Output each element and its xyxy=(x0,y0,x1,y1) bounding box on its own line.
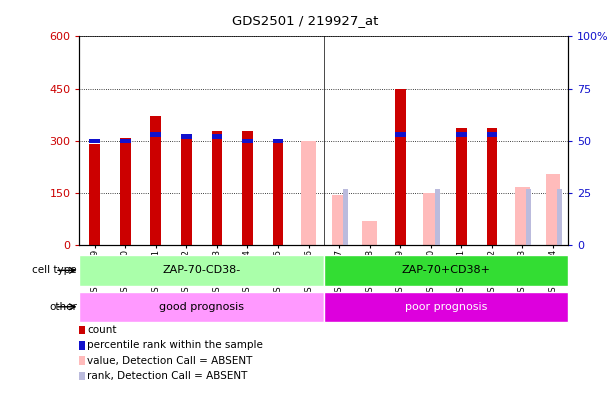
Bar xyxy=(89,143,100,245)
Bar xyxy=(486,132,497,136)
Bar xyxy=(211,131,222,245)
Bar xyxy=(515,187,530,245)
Bar xyxy=(324,36,354,245)
Bar xyxy=(446,36,477,245)
Bar xyxy=(456,132,467,136)
Bar xyxy=(395,132,406,136)
Bar xyxy=(486,128,497,245)
Bar xyxy=(79,255,324,286)
Bar xyxy=(79,292,324,322)
Bar xyxy=(232,36,263,245)
Bar xyxy=(324,292,568,322)
Bar xyxy=(332,195,346,245)
Bar xyxy=(120,138,131,245)
Text: GDS2501 / 219927_at: GDS2501 / 219927_at xyxy=(232,14,379,27)
Bar xyxy=(415,36,446,245)
Bar xyxy=(293,36,324,245)
Bar xyxy=(324,255,568,286)
Bar xyxy=(395,89,406,245)
Bar xyxy=(120,139,131,143)
Bar xyxy=(527,189,532,245)
Text: ZAP-70-CD38-: ZAP-70-CD38- xyxy=(163,265,241,275)
Text: poor prognosis: poor prognosis xyxy=(405,302,487,312)
Bar xyxy=(79,36,110,245)
Bar xyxy=(273,139,284,143)
Bar xyxy=(538,36,568,245)
Bar xyxy=(181,134,192,139)
Bar xyxy=(242,139,253,143)
Bar xyxy=(354,36,385,245)
Text: other: other xyxy=(49,302,77,312)
Bar xyxy=(89,139,100,143)
Text: good prognosis: good prognosis xyxy=(159,302,244,312)
Bar xyxy=(477,36,507,245)
Text: rank, Detection Call = ABSENT: rank, Detection Call = ABSENT xyxy=(87,371,247,381)
Bar xyxy=(150,116,161,245)
Text: cell type: cell type xyxy=(32,265,77,275)
Text: count: count xyxy=(87,325,117,335)
Bar xyxy=(343,189,348,245)
Text: percentile rank within the sample: percentile rank within the sample xyxy=(87,340,263,350)
Bar xyxy=(211,134,222,139)
Bar xyxy=(242,131,253,245)
Bar xyxy=(557,189,562,245)
Bar xyxy=(202,36,232,245)
Bar xyxy=(181,134,192,245)
Bar xyxy=(546,174,560,245)
Bar xyxy=(301,141,316,245)
Bar xyxy=(150,132,161,136)
Bar xyxy=(171,36,202,245)
Bar xyxy=(435,189,440,245)
Bar xyxy=(423,193,438,245)
Text: value, Detection Call = ABSENT: value, Detection Call = ABSENT xyxy=(87,356,253,366)
Bar xyxy=(456,128,467,245)
Text: ZAP-70+CD38+: ZAP-70+CD38+ xyxy=(401,265,491,275)
Bar xyxy=(362,222,377,245)
Bar xyxy=(110,36,141,245)
Bar xyxy=(141,36,171,245)
Bar xyxy=(263,36,293,245)
Bar xyxy=(507,36,538,245)
Bar xyxy=(273,141,284,245)
Bar xyxy=(385,36,415,245)
